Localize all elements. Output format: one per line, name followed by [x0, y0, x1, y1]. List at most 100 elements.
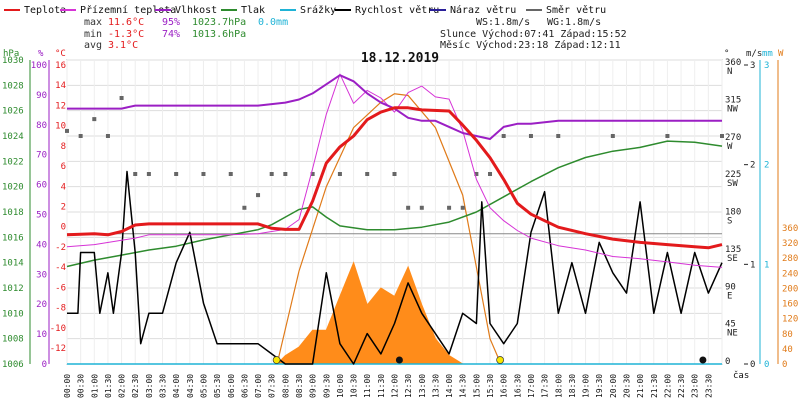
tick-time-26: 13:00: [418, 374, 427, 398]
tick-w-4: 200: [782, 284, 798, 294]
tick-time-10: 05:00: [199, 374, 208, 398]
legend-label-7: Směr větru: [546, 4, 606, 16]
wind-dir-point-21: [460, 205, 465, 210]
tick-time-47: 23:30: [704, 374, 713, 398]
tick-time-21: 10:30: [350, 374, 359, 398]
tick-dir-2: W: [727, 142, 733, 152]
stats-block: max 11.6°C 95% 1023.7hPa 0.0mm min -1.3°…: [84, 17, 288, 51]
tick-time-44: 22:00: [663, 374, 672, 398]
tick-time-2: 01:00: [90, 374, 99, 398]
info-ws: WS:1.8m/s: [476, 17, 530, 28]
wind-dir-point-2: [92, 117, 97, 122]
legend-label-4: Srážky: [300, 4, 336, 16]
series-tlak: [66, 140, 723, 268]
chart-title: 18.12.2019: [361, 51, 439, 66]
tick-time-24: 12:00: [391, 374, 400, 398]
tick-degc-4: 8: [61, 142, 66, 152]
tick-degc-7: 2: [61, 203, 66, 213]
tick-hpa-7: 1016: [2, 233, 24, 243]
stats-max-press: 1023.7hPa: [192, 17, 246, 28]
tick-ms-1: 2: [750, 161, 755, 171]
tick-time-20: 10:00: [336, 374, 345, 398]
tick-deg-3: 225: [725, 170, 741, 180]
tick-degc-14: -12: [50, 344, 66, 354]
tick-degc-0: 16: [55, 61, 66, 71]
tick-time-0: 00:00: [63, 374, 72, 398]
legend-label-0: Teplota: [24, 5, 66, 16]
wind-dir-point-11: [256, 193, 261, 198]
tick-degc-13: -10: [50, 324, 66, 334]
wind-dir-point-8: [201, 172, 206, 176]
tick-w-6: 120: [782, 315, 798, 325]
tick-hpa-5: 1020: [2, 183, 24, 193]
stats-max-label: max: [84, 17, 102, 28]
tick-deg-5: 135: [725, 245, 741, 255]
tick-time-38: 19:00: [582, 374, 591, 398]
tick-pct-2: 80: [36, 121, 47, 131]
wind-dir-point-17: [392, 172, 397, 176]
tick-degc-6: 4: [61, 182, 66, 192]
wind-dir-point-14: [310, 172, 315, 176]
tick-pct-10: 0: [42, 360, 47, 370]
tick-time-36: 18:00: [554, 374, 563, 398]
tick-ms-3: 0: [750, 360, 755, 370]
tick-ms-0: 3: [750, 61, 755, 71]
wind-dir-point-1: [78, 134, 83, 138]
wind-dir-point-15: [337, 172, 342, 176]
tick-hpa-12: 1006: [2, 360, 24, 370]
tick-pct-9: 10: [36, 330, 47, 340]
stats-avg-temp: 3.1°C: [108, 40, 138, 51]
tick-time-7: 03:30: [159, 374, 168, 398]
tick-w-5: 160: [782, 300, 798, 310]
legend-label-5: Rychlost větru: [355, 4, 439, 16]
axis-unit-deg: °: [724, 49, 729, 59]
tick-w-0: 360: [782, 224, 798, 234]
tick-time-15: 07:30: [268, 374, 277, 398]
axis-unit-mm: mm: [762, 49, 773, 59]
legend-label-3: Tlak: [241, 5, 265, 16]
wind-dir-point-10: [242, 205, 247, 210]
tick-time-35: 17:30: [541, 374, 550, 398]
tick-time-22: 11:00: [363, 374, 372, 398]
stats-max-rain: 0.0mm: [258, 17, 288, 28]
tick-hpa-4: 1022: [2, 157, 24, 167]
tick-w-8: 40: [782, 345, 793, 355]
tick-hpa-2: 1026: [2, 107, 24, 117]
series-solar-fill: [275, 261, 465, 365]
info-wg: WG:1.8m/s: [547, 17, 601, 28]
tick-pct-5: 50: [36, 211, 47, 221]
tick-time-30: 15:00: [472, 374, 481, 398]
wind-dir-point-28: [665, 134, 670, 138]
stats-max-hum: 95%: [162, 17, 180, 28]
tick-time-12: 06:00: [227, 374, 236, 398]
wind-dir-point-22: [474, 172, 479, 176]
axis-unit-pct: %: [38, 49, 44, 59]
info-sun: Slunce Východ:07:41 Západ:15:52: [440, 28, 627, 40]
tick-time-9: 04:30: [186, 374, 195, 398]
tick-time-42: 21:00: [636, 374, 645, 398]
legend-label-6: Náraz větru: [450, 4, 516, 16]
tick-w-7: 80: [782, 330, 793, 340]
wind-dir-point-27: [610, 134, 615, 138]
tick-time-17: 08:30: [295, 374, 304, 398]
tick-time-23: 11:30: [377, 374, 386, 398]
wind-dir-point-6: [146, 172, 151, 176]
axis-unit-degc: °C: [55, 49, 66, 59]
tick-pct-4: 60: [36, 181, 47, 191]
sunrise-marker: [272, 356, 281, 364]
wind-dir-point-0: [65, 128, 69, 133]
tick-hpa-8: 1014: [2, 259, 24, 269]
axes: hPa% °C ° m/s mm W103010281026102410221020101…: [2, 49, 798, 398]
tick-pct-7: 30: [36, 270, 47, 280]
stats-avg-label: avg: [84, 40, 102, 51]
tick-degc-8: 0: [61, 223, 66, 233]
tick-time-46: 23:00: [691, 374, 700, 398]
tick-dir-5: SE: [727, 254, 738, 264]
wind-dir-point-12: [269, 172, 274, 176]
wind-dir-point-18: [406, 205, 411, 210]
tick-dir-0: N: [727, 67, 732, 77]
tick-mm-3: 0: [764, 360, 769, 370]
tick-time-43: 21:30: [650, 374, 659, 398]
stats-min-temp: -1.3°C: [108, 29, 144, 40]
info-moon: Měsíc Východ:23:18 Západ:12:11: [440, 39, 621, 51]
